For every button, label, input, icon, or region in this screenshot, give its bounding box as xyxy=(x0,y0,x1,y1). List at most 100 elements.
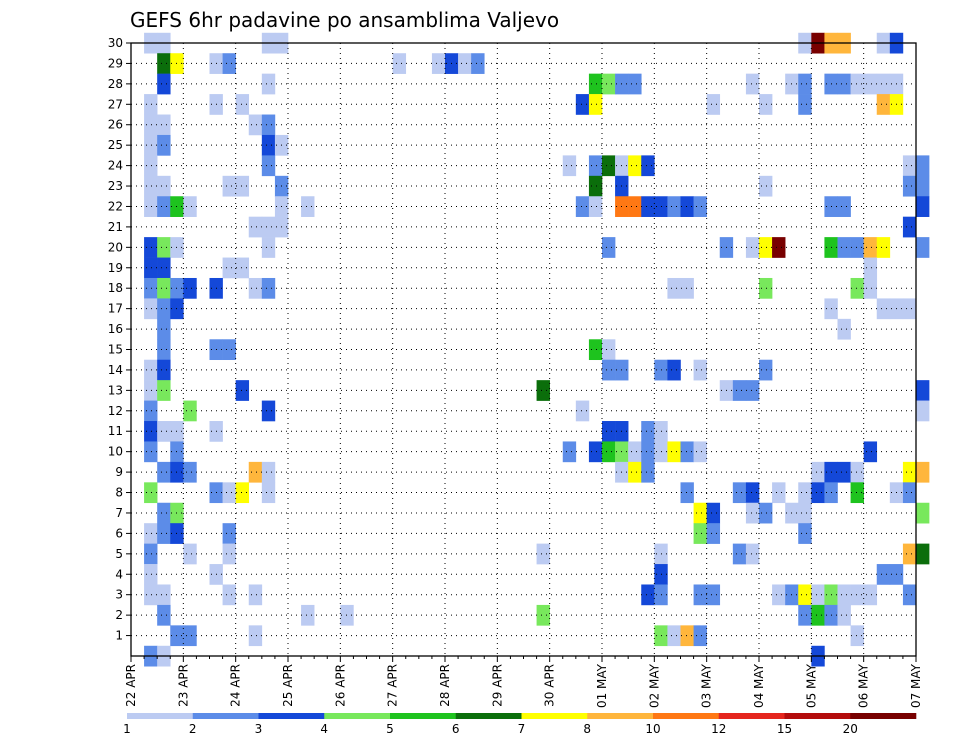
colorbar-swatch xyxy=(324,713,391,719)
heatmap-cell xyxy=(837,604,851,626)
colorbar-tick-label: 6 xyxy=(452,722,460,736)
x-tick-label: 27 APR xyxy=(386,664,400,707)
heatmap-cell xyxy=(916,196,930,217)
heatmap-cell xyxy=(602,421,616,442)
heatmap-cell xyxy=(157,604,171,626)
heatmap-cell xyxy=(588,73,603,95)
heatmap-cell xyxy=(837,584,851,606)
y-tick-label: 17 xyxy=(108,302,123,316)
y-tick-label: 27 xyxy=(108,97,123,111)
y-tick-label: 14 xyxy=(108,363,123,377)
x-tick-label: 07 MAY xyxy=(909,663,923,708)
y-tick-label: 2 xyxy=(115,608,123,622)
heatmap-cell xyxy=(248,216,263,238)
heatmap-cell xyxy=(876,94,891,115)
heatmap-cell xyxy=(235,380,250,401)
heatmap-cell xyxy=(732,543,747,565)
heatmap-cell xyxy=(183,625,197,647)
heatmap-cell xyxy=(641,155,655,177)
heatmap-cell xyxy=(144,482,158,504)
heatmap-cell xyxy=(916,237,930,258)
heatmap-cell xyxy=(863,73,878,95)
heatmap-cell xyxy=(235,257,250,279)
heatmap-cell xyxy=(876,298,891,320)
heatmap-cell xyxy=(602,441,616,463)
colorbar-tick-label: 4 xyxy=(320,722,328,736)
y-tick-label: 24 xyxy=(108,159,123,173)
heatmap-cell xyxy=(261,461,276,483)
heatmap-cell xyxy=(222,584,236,606)
heatmap-cell xyxy=(798,94,812,115)
heatmap-cell xyxy=(798,523,812,544)
heatmap-cell xyxy=(628,196,642,217)
heatmap-cell xyxy=(850,277,864,299)
heatmap-cell xyxy=(772,482,786,504)
heatmap-cell xyxy=(798,502,812,524)
heatmap-cell xyxy=(667,625,681,647)
heatmap-cell xyxy=(562,155,577,177)
heatmap-cell xyxy=(248,584,263,606)
heatmap-cell xyxy=(157,175,171,197)
heatmap-cell xyxy=(144,400,158,422)
heatmap-cell xyxy=(471,53,485,74)
y-tick-label: 8 xyxy=(115,486,123,500)
heatmap-cell xyxy=(667,359,681,381)
heatmap-cell xyxy=(144,257,158,279)
y-tick-label: 6 xyxy=(115,526,123,540)
y-tick-label: 13 xyxy=(108,383,123,397)
x-tick-label: 05 MAY xyxy=(804,663,818,708)
colorbar-tick-label: 1 xyxy=(123,722,131,736)
heatmap-cell xyxy=(680,196,694,217)
colorbar-swatch xyxy=(653,713,720,719)
heatmap-cell xyxy=(157,461,171,483)
heatmap-cell xyxy=(144,523,158,544)
heatmap-cell xyxy=(248,461,263,483)
heatmap-cell xyxy=(261,400,276,422)
heatmap-cell xyxy=(222,53,236,74)
x-axis: 22 APR 23 APR 24 APR 25 APR 26 APR 27 APR 28 A… xyxy=(124,656,923,708)
heatmap-cell xyxy=(157,277,171,299)
y-tick-label: 9 xyxy=(115,465,123,479)
heatmap-cell xyxy=(144,421,158,442)
heatmap-cell xyxy=(144,175,158,197)
heatmap-cell xyxy=(301,196,315,217)
heatmap-cell xyxy=(222,339,236,361)
heatmap-cell xyxy=(772,237,786,258)
heatmap-cell xyxy=(157,134,171,156)
heatmap-cell xyxy=(458,53,472,74)
heatmap-cell xyxy=(667,196,681,217)
heatmap-cell xyxy=(261,277,276,299)
heatmap-cell xyxy=(431,53,446,74)
heatmap-cell xyxy=(837,461,851,483)
heatmap-cell xyxy=(693,584,707,606)
heatmap-cell xyxy=(222,543,236,565)
heatmap-cell xyxy=(916,400,930,422)
heatmap-cell xyxy=(902,175,917,197)
x-tick-label: 26 APR xyxy=(333,664,347,707)
heatmap-cell xyxy=(183,461,197,483)
heatmap-cell xyxy=(144,155,158,177)
heatmap-cell xyxy=(798,73,812,95)
heatmap-cell xyxy=(745,543,760,565)
heatmap-cell xyxy=(641,441,655,463)
heatmap-cell xyxy=(248,114,263,136)
heatmap-cell xyxy=(902,482,917,504)
heatmap-cell xyxy=(850,237,864,258)
heatmap-cell xyxy=(588,441,603,463)
heatmap-cell xyxy=(902,298,917,320)
heatmap-cell xyxy=(876,73,891,95)
heatmap-cell xyxy=(157,318,171,340)
heatmap-cell xyxy=(680,441,694,463)
heatmap-cell xyxy=(575,400,590,422)
colorbar-swatch xyxy=(784,713,851,719)
colorbar-tick-label: 15 xyxy=(777,722,792,736)
heatmap-cell xyxy=(628,155,642,177)
heatmap-cell xyxy=(588,175,603,197)
heatmap-cell xyxy=(261,482,276,504)
heatmap-cell xyxy=(693,359,707,381)
heatmap-cell xyxy=(759,359,773,381)
heatmap-cell xyxy=(902,216,917,238)
heatmap-cell xyxy=(183,543,197,565)
y-tick-label: 22 xyxy=(108,199,123,213)
heatmap-cell xyxy=(536,380,550,401)
